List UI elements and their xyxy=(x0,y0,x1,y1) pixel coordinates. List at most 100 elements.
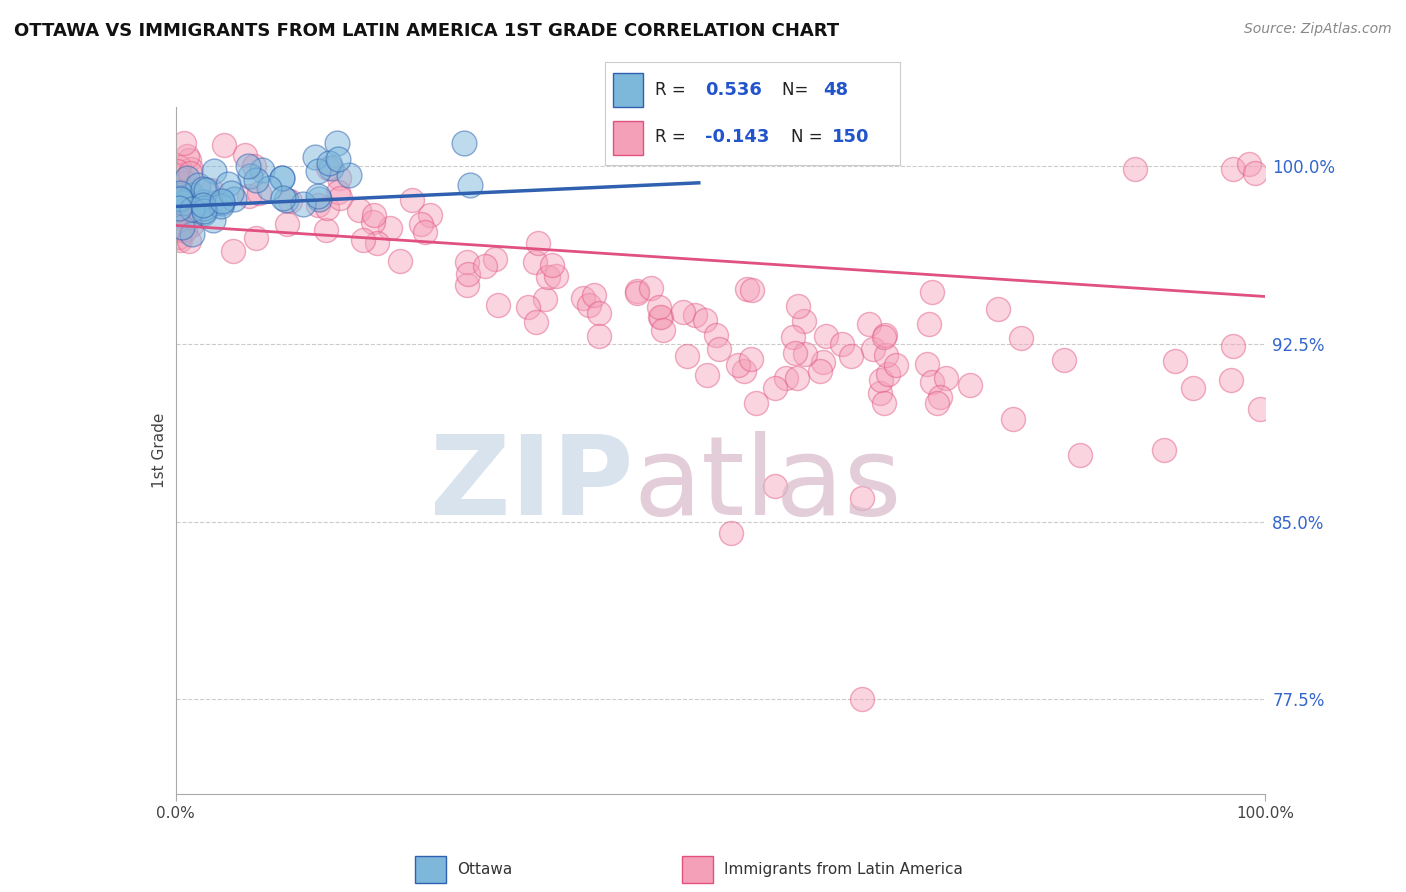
Point xyxy=(918,318,941,332)
Point xyxy=(243,159,266,173)
Point xyxy=(166,163,188,178)
Point xyxy=(165,203,187,218)
Point xyxy=(409,218,432,232)
Point xyxy=(209,199,232,213)
Point xyxy=(458,178,481,193)
Point xyxy=(204,195,226,210)
Text: 150: 150 xyxy=(832,128,869,146)
Point xyxy=(1220,373,1243,387)
Point xyxy=(270,171,292,186)
Point xyxy=(453,136,475,150)
Point xyxy=(839,350,862,364)
Point xyxy=(329,191,352,205)
Point xyxy=(176,181,198,195)
Point xyxy=(245,231,267,245)
Point xyxy=(353,233,375,247)
Point xyxy=(401,194,423,208)
Point xyxy=(318,156,340,170)
Point xyxy=(167,210,190,224)
Point xyxy=(815,328,838,343)
Point xyxy=(858,317,880,331)
Point xyxy=(524,315,547,329)
Text: atlas: atlas xyxy=(633,432,901,538)
Text: -0.143: -0.143 xyxy=(704,128,769,146)
Point xyxy=(166,207,188,221)
Point xyxy=(873,328,896,343)
Point xyxy=(707,342,730,356)
Point xyxy=(247,186,270,201)
Point xyxy=(831,337,853,351)
Point xyxy=(211,195,233,210)
Text: Immigrants from Latin America: Immigrants from Latin America xyxy=(724,863,963,877)
Point xyxy=(271,170,294,185)
Point xyxy=(238,188,260,202)
Point xyxy=(193,203,215,218)
Point xyxy=(180,219,202,233)
Point xyxy=(875,348,897,362)
Bar xyxy=(613,73,643,106)
Point xyxy=(224,192,246,206)
Point xyxy=(1001,411,1024,425)
Point xyxy=(873,329,896,343)
Point xyxy=(211,194,233,208)
Point xyxy=(169,191,191,205)
Point xyxy=(169,233,191,247)
Point xyxy=(456,255,478,269)
Y-axis label: 1st Grade: 1st Grade xyxy=(152,413,167,488)
Point xyxy=(315,201,337,215)
Text: 0.536: 0.536 xyxy=(704,81,762,99)
Point xyxy=(1181,381,1204,395)
Point xyxy=(541,258,564,272)
Point xyxy=(876,368,898,382)
Point xyxy=(578,297,600,311)
Point xyxy=(307,198,329,212)
Point xyxy=(1243,166,1265,180)
Point xyxy=(337,169,360,183)
Point xyxy=(170,219,193,234)
Point xyxy=(648,310,671,324)
Point xyxy=(239,169,262,183)
Point xyxy=(921,285,943,299)
Bar xyxy=(613,121,643,155)
Point xyxy=(307,189,329,203)
Point xyxy=(193,202,215,216)
Text: 48: 48 xyxy=(823,81,848,99)
Point xyxy=(186,178,209,193)
Point xyxy=(193,206,215,220)
Point xyxy=(1010,331,1032,345)
Point xyxy=(683,308,706,322)
Point xyxy=(257,180,280,194)
Text: R =: R = xyxy=(655,128,690,146)
Point xyxy=(169,186,191,200)
Point xyxy=(959,378,981,392)
Point xyxy=(650,310,672,325)
Point xyxy=(167,187,190,202)
Point xyxy=(328,170,350,185)
Point xyxy=(484,252,506,267)
Point xyxy=(191,194,214,209)
Point xyxy=(202,213,225,227)
Point xyxy=(172,195,194,210)
Point xyxy=(173,194,195,209)
Point xyxy=(292,196,315,211)
Point xyxy=(873,396,896,410)
Point xyxy=(1153,443,1175,458)
Point xyxy=(869,373,891,387)
Point xyxy=(181,187,204,202)
Point xyxy=(921,375,943,389)
Point xyxy=(169,176,191,190)
Point xyxy=(588,329,610,343)
Point xyxy=(165,205,187,219)
Point xyxy=(378,221,401,235)
Point xyxy=(236,159,259,173)
Point xyxy=(413,225,436,239)
Point xyxy=(456,278,478,293)
Point xyxy=(537,270,560,285)
Point xyxy=(626,284,648,298)
Point xyxy=(740,351,762,366)
Point xyxy=(172,193,194,207)
Point xyxy=(167,192,190,206)
Point xyxy=(1164,354,1187,368)
Point xyxy=(517,300,540,314)
Point xyxy=(763,381,786,395)
